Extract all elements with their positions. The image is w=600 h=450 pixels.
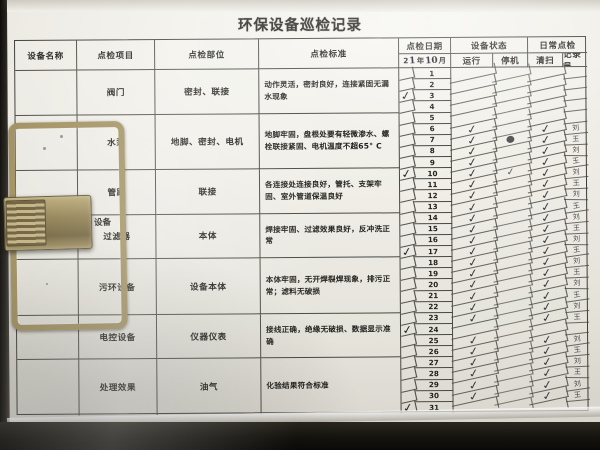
- cell-date-number: 18: [414, 257, 453, 269]
- header-check-standard: 点检标准: [259, 38, 400, 70]
- date-label-year_unit: 年: [416, 56, 425, 66]
- paper-smudge: [43, 147, 46, 150]
- cell-date-number: 7: [413, 134, 452, 147]
- cell-date-number: 9: [413, 156, 452, 169]
- cell-check-standard: 焊接牢固、过滤效果良好，反冲洗正常: [260, 212, 401, 259]
- cell-date-number: 14: [414, 212, 453, 225]
- cell-date-number: 21: [414, 290, 453, 302]
- header-date-handwritten[interactable]: 2 1 年 10 月: [399, 53, 452, 69]
- cell-date-number: 4: [413, 101, 452, 113]
- header-equipment-status: 设备状态: [450, 37, 529, 54]
- cell-check-position: 地脚、密封、电机: [155, 113, 260, 171]
- cell-date-number: 26: [415, 346, 454, 358]
- date-label-month_unit: 月: [438, 55, 447, 66]
- cell-recorder-signature[interactable]: 王: [563, 133, 588, 146]
- cell-date-number: 5: [413, 112, 452, 124]
- header-check-position: 点检部位: [155, 39, 260, 71]
- cell-check-position: 联接: [155, 169, 261, 215]
- cell-date-number: 12: [414, 190, 453, 202]
- cell-check-standard: 各连接处连接良好，管托、支架牢固、室外管道保温良好: [259, 168, 401, 214]
- cell-check-position: 本体: [156, 213, 261, 260]
- page-title: 环保设备巡检记录: [238, 18, 362, 34]
- header-check-date: 点检日期: [398, 37, 452, 55]
- binder-clip-spring: [5, 199, 47, 247]
- cell-check-standard: 动作灵活，密封良好，连接紧固无漏水现象: [259, 68, 400, 114]
- header-check-item: 点检项目: [77, 40, 156, 71]
- equipment-column-text: 设备: [93, 217, 112, 229]
- cell-date-number: 2: [413, 79, 452, 91]
- cell-check-item: 处理效果: [79, 359, 158, 416]
- paper-smudge: [46, 283, 48, 285]
- paper-top-edge: [7, 0, 600, 12]
- cell-date-number: 17: [414, 246, 453, 258]
- cell-check-standard: 本体牢固，无开焊裂焊现象，排污正常；滤料无破损: [260, 257, 401, 315]
- cell-date-number: 29: [415, 379, 454, 391]
- handwritten-year[interactable]: 1: [409, 55, 417, 66]
- cell-check-standard: 化验结果符合标准: [261, 357, 402, 415]
- cell-equipment-name: [15, 70, 78, 116]
- cell-date-number: 6: [413, 123, 452, 135]
- cell-date-number: 23: [414, 312, 453, 325]
- cell-date-number: 24: [414, 323, 454, 336]
- cell-recorder-signature[interactable]: 王: [564, 222, 589, 235]
- header-equipment-name: 设备名称: [15, 40, 78, 71]
- cell-date-number: 25: [415, 335, 454, 347]
- cell-check-position: 密封、联接: [155, 69, 260, 115]
- desk-edge-bottom: [0, 422, 600, 450]
- cell-date-number: 20: [414, 279, 453, 291]
- cell-check-position: 油气: [157, 358, 262, 415]
- cell-check-position: 仪器仪表: [156, 314, 262, 360]
- cell-date-number: 28: [415, 368, 454, 380]
- cell-date-number: 1: [413, 67, 452, 80]
- cell-check-position: 设备本体: [156, 258, 261, 315]
- cell-check-item: 阀门: [77, 70, 156, 116]
- cell-date-number: 27: [415, 357, 454, 369]
- paper-smudge: [60, 135, 63, 138]
- cell-date-number: 19: [414, 268, 453, 280]
- header-daily-check: 日常点检: [527, 36, 588, 54]
- cell-date-number: 10: [413, 168, 452, 180]
- cell-date-number: 11: [413, 179, 453, 191]
- cell-date-number: 22: [414, 301, 453, 314]
- cell-equipment-name: [17, 359, 80, 416]
- cell-date-number: 30: [415, 390, 454, 403]
- cell-date-number: 8: [413, 145, 452, 158]
- cell-check-standard: 地脚牢固，盘根处要有轻微渗水、螺栓联接紧固、电机温度不超65° C: [259, 112, 400, 170]
- cell-date-number: 13: [414, 201, 453, 213]
- cell-date-number: 15: [414, 223, 453, 236]
- cell-date-number: 3: [413, 90, 452, 102]
- cell-date-number: 16: [414, 234, 453, 247]
- cell-check-standard: 接线正确，绝缘无破损、数据显示准确: [260, 313, 402, 359]
- handwritten-month[interactable]: 10: [424, 55, 438, 67]
- date-label-prefix: 2: [403, 56, 409, 66]
